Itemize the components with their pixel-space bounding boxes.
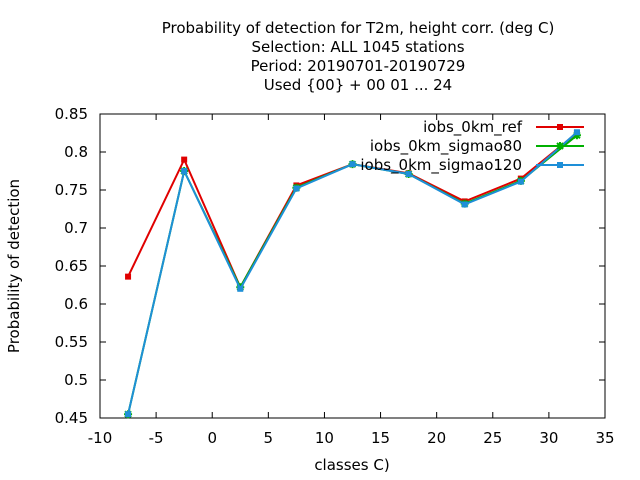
data-point: [557, 124, 563, 130]
y-tick-label: 0.7: [64, 219, 88, 237]
x-tick-label: 10: [315, 429, 334, 447]
x-tick-label: 0: [207, 429, 217, 447]
series-line: [127, 134, 578, 415]
data-point: [125, 411, 132, 418]
data-point: [237, 285, 244, 292]
data-point: [461, 201, 468, 208]
y-tick-label: 0.75: [55, 181, 88, 199]
series-line: [127, 131, 578, 415]
data-point: [125, 273, 132, 280]
series-layer: [124, 129, 581, 419]
data-point: [557, 162, 563, 168]
x-tick-label: 25: [483, 429, 502, 447]
title-line-4: Used {00} + 00 01 ... 24: [264, 76, 452, 94]
axis-ticks: [99, 113, 606, 419]
data-point: [349, 161, 356, 168]
x-tick-label: -5: [149, 429, 164, 447]
data-point: [573, 129, 580, 136]
y-axis-title: Probability of detection: [5, 179, 23, 353]
chart-title: Probability of detection for T2m, height…: [162, 19, 555, 94]
legend-label: iobs_0km_sigmao80: [370, 137, 522, 156]
y-tick-labels: 0.45 0.5 0.55 0.6 0.65 0.7 0.75 0.8 0.85: [55, 105, 88, 427]
y-tick-label: 0.5: [64, 371, 88, 389]
series-2: [124, 131, 581, 419]
y-tick-label: 0.45: [55, 409, 88, 427]
title-line-1: Probability of detection for T2m, height…: [162, 19, 555, 37]
data-point: [181, 168, 188, 174]
y-tick-label: 0.85: [55, 105, 88, 123]
title-line-3: Period: 20190701-20190729: [251, 57, 466, 75]
data-point: [556, 142, 564, 150]
y-tick-label: 0.8: [64, 143, 88, 161]
data-point: [405, 171, 412, 178]
x-tick-label: 5: [264, 429, 274, 447]
legend-label: iobs_0km_ref: [423, 118, 523, 137]
x-tick-label: 30: [539, 429, 558, 447]
data-point: [517, 178, 524, 185]
y-tick-label: 0.6: [64, 295, 88, 313]
x-tick-label: 35: [595, 429, 614, 447]
legend-label: iobs_0km_sigmao120: [360, 156, 522, 175]
data-point: [293, 185, 300, 192]
x-tick-label: 15: [371, 429, 390, 447]
x-axis-title: classes C): [314, 456, 389, 474]
y-tick-label: 0.55: [55, 333, 88, 351]
title-line-2: Selection: ALL 1045 stations: [251, 38, 464, 56]
x-tick-labels: -10 -5 0 5 10 15 20 25 30 35: [88, 429, 615, 447]
series-3: [125, 129, 580, 418]
x-tick-label: 20: [427, 429, 446, 447]
y-tick-label: 0.65: [55, 257, 88, 275]
data-point: [572, 131, 581, 140]
data-point: [181, 156, 188, 163]
plot-area-frame: [99, 113, 606, 419]
x-tick-label: -10: [88, 429, 113, 447]
legend: iobs_0km_refiobs_0km_sigmao80iobs_0km_si…: [360, 118, 584, 175]
